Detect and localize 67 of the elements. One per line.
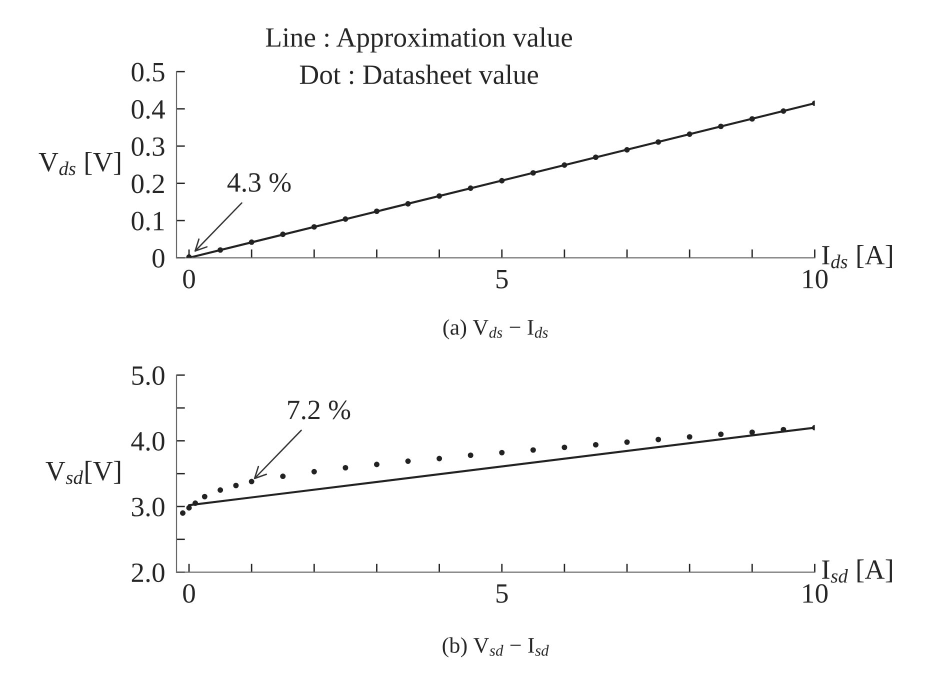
point	[656, 139, 662, 145]
y-tick-label: 0.3	[132, 137, 164, 156]
point	[656, 436, 662, 442]
x-tick-label: 10	[803, 584, 828, 603]
y-tick-label: 0.4	[132, 100, 165, 119]
point	[718, 124, 724, 130]
point	[624, 439, 630, 445]
text: Line : Approximation value	[266, 27, 572, 53]
y-tick-label: 4.0	[131, 432, 164, 451]
x-tick-label: 5	[496, 270, 508, 288]
point	[562, 444, 568, 450]
x-tick-label: 10	[803, 270, 828, 288]
point	[311, 468, 317, 474]
annotation: 7.2 %	[288, 400, 350, 420]
point	[592, 442, 599, 448]
point	[280, 232, 286, 238]
point	[186, 505, 192, 511]
point	[192, 500, 198, 506]
point	[248, 478, 254, 484]
text: (a) V$_{ds}$ − I$_{ds}$	[443, 319, 548, 340]
x-tick-label: 0	[183, 270, 195, 288]
point	[436, 193, 442, 199]
point	[218, 487, 224, 493]
point	[248, 239, 254, 245]
y-tick-label: 2.0	[132, 563, 164, 582]
y-tick-label: 5.0	[132, 366, 164, 386]
point	[530, 170, 536, 176]
point	[499, 450, 505, 456]
point	[718, 431, 724, 438]
point	[342, 464, 348, 471]
x-tick-label: 5	[496, 584, 508, 603]
point	[592, 154, 599, 160]
x-axis-title: I$_{ds}$ [A]	[822, 245, 892, 268]
point	[686, 131, 692, 137]
point	[218, 247, 224, 253]
point	[233, 482, 239, 488]
y-tick-label: 3.0	[132, 498, 164, 517]
annotation: Dot : Datasheet value	[300, 64, 538, 84]
y-tick-label: 0.1	[132, 212, 164, 231]
point	[468, 185, 474, 191]
point	[405, 201, 411, 207]
point	[530, 447, 536, 453]
point	[686, 434, 692, 440]
y-tick-label: 0.5	[132, 62, 164, 82]
point	[374, 462, 380, 468]
point	[780, 108, 786, 114]
x-axis-title: I$_{sd}$ [A]	[822, 559, 892, 583]
point	[749, 116, 755, 122]
y-tick-label: 0	[152, 248, 164, 268]
point	[562, 162, 568, 168]
point	[342, 216, 348, 222]
point	[436, 456, 442, 462]
point	[311, 224, 317, 230]
point	[499, 178, 505, 184]
annotation: 4.3 %	[227, 173, 291, 192]
y-axis-title: V$_{sd}$[V]	[46, 460, 120, 484]
point	[280, 474, 286, 480]
text: (b) V$_{sd}$ − I$_{sd}$	[442, 637, 549, 658]
point	[405, 458, 411, 464]
point	[202, 494, 208, 500]
x-tick-label: 0	[183, 584, 195, 603]
y-axis-title: V$_{ds}$ [V]	[38, 152, 120, 176]
point	[374, 208, 380, 214]
point	[180, 510, 186, 516]
y-tick-label: 0.2	[132, 174, 164, 194]
point	[624, 147, 630, 153]
point	[468, 452, 474, 458]
